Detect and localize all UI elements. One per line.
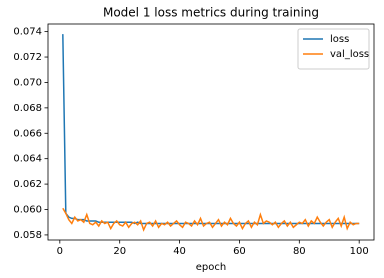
series-line — [62, 207, 360, 232]
y-tick-label: 0.062 — [13, 179, 42, 190]
x-tick-label: 60 — [233, 246, 246, 257]
axes-frame — [47, 23, 375, 241]
x-tick-label: 40 — [173, 246, 186, 257]
y-tick-label: 0.064 — [13, 154, 42, 165]
y-tick-label: 0.074 — [13, 27, 42, 38]
legend-label: loss — [330, 34, 349, 45]
x-tick-label: 0 — [57, 246, 63, 257]
y-tick-label: 0.072 — [13, 52, 42, 63]
x-tick-label: 100 — [350, 246, 369, 257]
x-tick-label: 80 — [293, 246, 306, 257]
y-tick-label: 0.058 — [13, 230, 42, 241]
y-tick-label: 0.066 — [13, 128, 42, 139]
chart-title: Model 1 loss metrics during training — [103, 6, 319, 20]
y-tick-label: 0.060 — [13, 205, 42, 216]
y-tick-label: 0.068 — [13, 103, 42, 114]
x-tick-label: 20 — [113, 246, 126, 257]
y-tick-label: 0.070 — [13, 77, 42, 88]
legend-label: val_loss — [330, 49, 369, 60]
x-axis-label: epoch — [196, 262, 226, 273]
